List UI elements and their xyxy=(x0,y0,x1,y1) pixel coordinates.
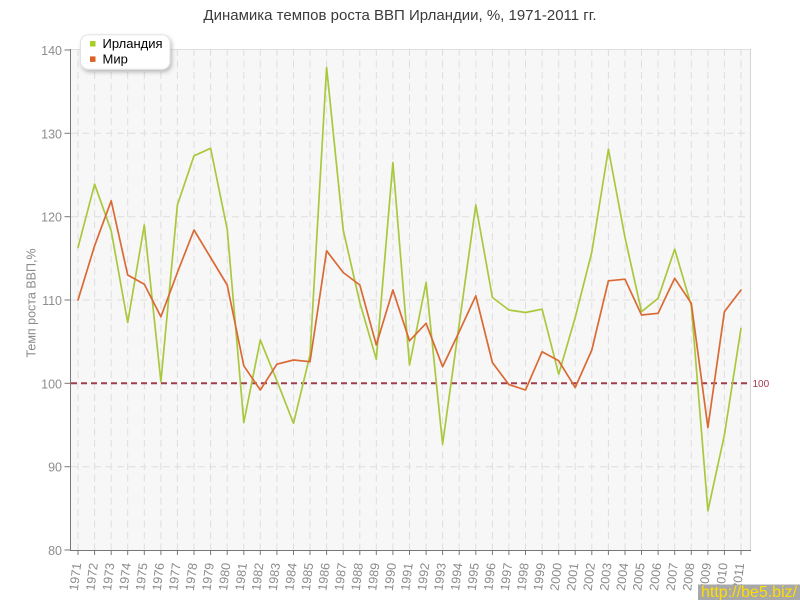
svg-text:1998: 1998 xyxy=(514,562,531,591)
svg-text:100: 100 xyxy=(753,379,770,390)
svg-text:110: 110 xyxy=(42,294,62,308)
svg-text:1975: 1975 xyxy=(133,562,150,591)
svg-text:1995: 1995 xyxy=(465,562,482,591)
svg-text:140: 140 xyxy=(41,44,62,58)
svg-text:1974: 1974 xyxy=(117,562,134,591)
svg-text:2010: 2010 xyxy=(713,562,730,591)
svg-text:120: 120 xyxy=(41,211,62,225)
svg-text:1973: 1973 xyxy=(100,562,117,591)
svg-text:1987: 1987 xyxy=(332,562,349,591)
svg-text:2009: 2009 xyxy=(697,562,714,591)
svg-text:1971: 1971 xyxy=(67,562,84,591)
svg-text:2007: 2007 xyxy=(664,562,681,591)
svg-text:1978: 1978 xyxy=(183,562,200,591)
svg-text:1984: 1984 xyxy=(282,562,299,591)
svg-text:1981: 1981 xyxy=(233,562,250,591)
svg-text:2006: 2006 xyxy=(647,562,664,591)
svg-text:2004: 2004 xyxy=(614,562,631,591)
svg-text:1994: 1994 xyxy=(448,562,465,591)
svg-text:1996: 1996 xyxy=(481,562,498,591)
svg-text:100: 100 xyxy=(41,377,62,391)
svg-text:Динамика темпов роста ВВП Ирла: Динамика темпов роста ВВП Ирландии, %, 1… xyxy=(203,7,596,24)
svg-text:2011: 2011 xyxy=(730,562,747,590)
svg-text:1990: 1990 xyxy=(382,562,399,591)
svg-text:http://be5.biz/: http://be5.biz/ xyxy=(701,584,798,600)
svg-text:Темп роста ВВП,%: Темп роста ВВП,% xyxy=(25,248,39,357)
svg-text:1986: 1986 xyxy=(315,562,332,591)
svg-text:80: 80 xyxy=(48,544,62,558)
svg-text:1999: 1999 xyxy=(531,562,548,591)
svg-text:1997: 1997 xyxy=(498,562,515,591)
svg-text:2005: 2005 xyxy=(630,562,647,591)
svg-text:1988: 1988 xyxy=(349,562,366,591)
svg-text:1983: 1983 xyxy=(266,562,283,591)
svg-text:1979: 1979 xyxy=(199,562,216,591)
svg-text:1991: 1991 xyxy=(398,562,415,591)
svg-text:1982: 1982 xyxy=(249,562,266,591)
svg-text:2003: 2003 xyxy=(597,562,614,591)
svg-text:1976: 1976 xyxy=(150,562,167,591)
svg-text:1992: 1992 xyxy=(415,562,432,591)
svg-text:1980: 1980 xyxy=(216,562,233,591)
svg-text:2002: 2002 xyxy=(581,562,598,591)
svg-text:130: 130 xyxy=(41,127,62,141)
svg-text:2000: 2000 xyxy=(548,562,565,591)
svg-text:2008: 2008 xyxy=(680,562,697,591)
svg-text:2001: 2001 xyxy=(564,562,581,591)
svg-text:90: 90 xyxy=(48,461,62,475)
svg-text:Мир: Мир xyxy=(103,51,128,66)
svg-text:Ирландия: Ирландия xyxy=(103,36,163,51)
svg-text:1993: 1993 xyxy=(431,562,448,591)
svg-text:1989: 1989 xyxy=(365,562,382,591)
svg-text:1972: 1972 xyxy=(83,562,100,591)
svg-text:1977: 1977 xyxy=(166,562,183,591)
svg-text:1985: 1985 xyxy=(299,562,316,591)
